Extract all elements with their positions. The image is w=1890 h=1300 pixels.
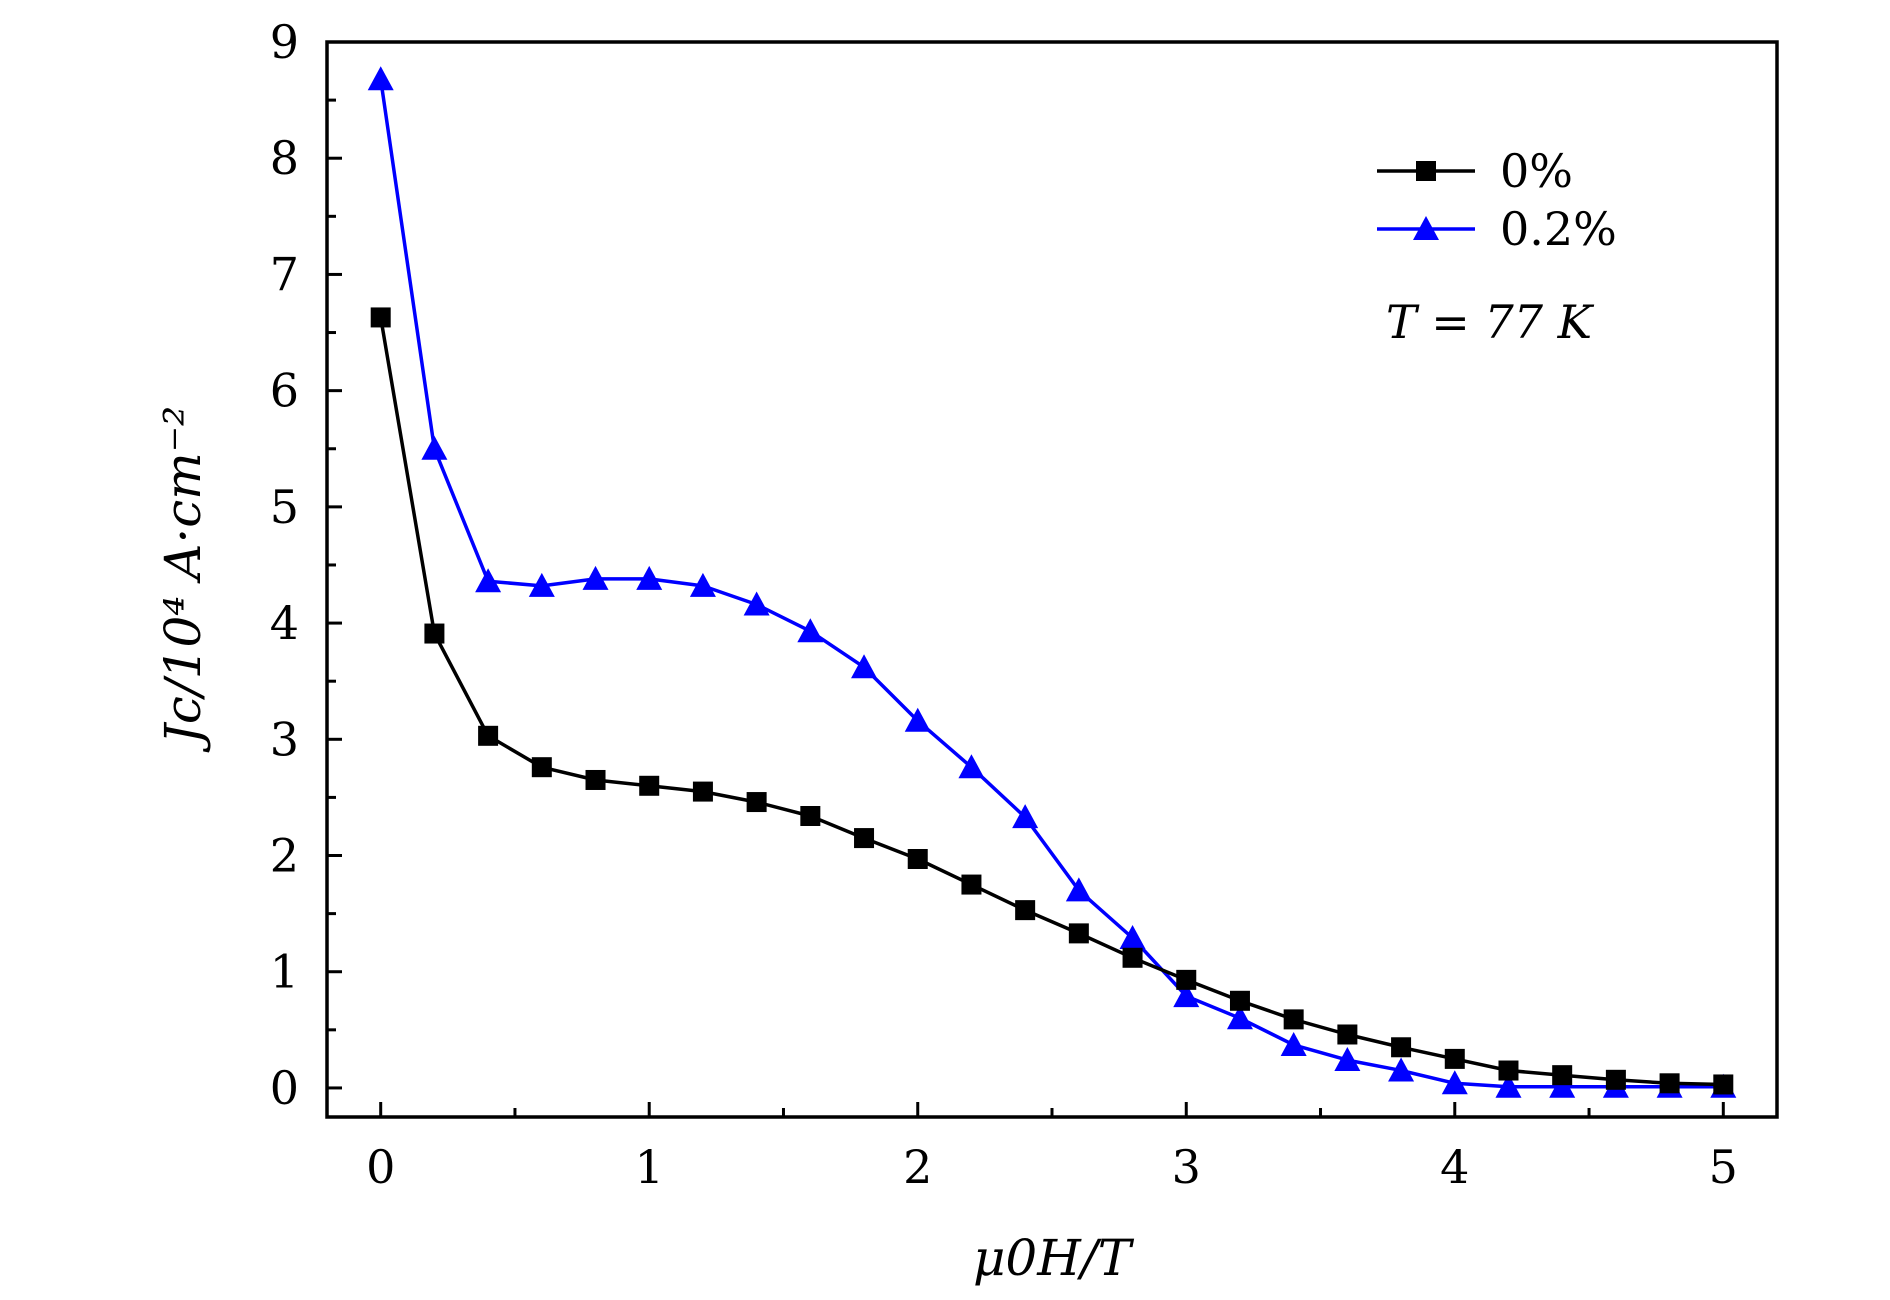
data-point xyxy=(1226,1005,1253,1030)
data-point xyxy=(907,849,928,869)
data-point xyxy=(1605,1069,1626,1090)
data-point xyxy=(421,435,448,460)
y-tick-label: 4 xyxy=(270,596,299,650)
data-point xyxy=(582,565,609,590)
data-point xyxy=(851,654,878,679)
data-point xyxy=(743,591,770,616)
data-point xyxy=(692,781,713,802)
data-point xyxy=(1659,1073,1680,1094)
data-point xyxy=(689,572,716,597)
data-point xyxy=(1713,1074,1734,1095)
data-point xyxy=(1498,1060,1519,1081)
data-point xyxy=(1337,1024,1358,1045)
x-tick-label: 2 xyxy=(903,1140,932,1194)
x-tick-label: 1 xyxy=(635,1140,664,1194)
x-tick-label: 4 xyxy=(1440,1140,1469,1194)
x-tick-label: 0 xyxy=(366,1140,395,1194)
data-point xyxy=(1552,1065,1573,1086)
data-point xyxy=(746,792,767,813)
data-point xyxy=(1068,923,1089,944)
data-point xyxy=(1391,1037,1412,1058)
data-point xyxy=(1015,900,1036,921)
data-point xyxy=(478,725,499,746)
data-point xyxy=(1549,1073,1576,1098)
y-tick-label: 8 xyxy=(270,131,299,185)
data-point xyxy=(585,769,606,790)
data-point xyxy=(1388,1057,1415,1082)
y-tick-label: 9 xyxy=(270,15,299,69)
data-point xyxy=(1444,1048,1465,1069)
legend-label-0: 0% xyxy=(1500,144,1573,198)
data-point xyxy=(1334,1047,1361,1072)
series-line-0 xyxy=(378,317,1724,1087)
y-tick-label: 2 xyxy=(270,829,299,883)
data-point xyxy=(1441,1070,1468,1095)
y-tick-label: 0 xyxy=(270,1061,299,1115)
x-axis-label: μ0H/T xyxy=(973,1229,1135,1287)
data-point xyxy=(854,828,875,849)
data-point xyxy=(1280,1031,1307,1056)
data-point xyxy=(367,66,394,91)
legend-marker-1 xyxy=(1413,216,1439,240)
data-point xyxy=(961,874,982,895)
data-point xyxy=(904,707,931,732)
data-point xyxy=(1173,983,1200,1008)
data-point xyxy=(639,775,660,796)
y-tick-label: 1 xyxy=(270,945,299,999)
axis-ticks: 0 1 2 3 4 5 0 1 2 3 4 5 6 7 8 9 xyxy=(270,15,1738,1194)
series-line-1 xyxy=(378,78,1724,1089)
x-tick-label: 5 xyxy=(1709,1140,1738,1194)
x-tick-label: 3 xyxy=(1172,1140,1201,1194)
y-tick-label: 6 xyxy=(270,364,299,418)
data-point xyxy=(800,806,821,826)
data-point xyxy=(1119,925,1146,950)
legend-marker-0 xyxy=(1416,161,1436,181)
y-tick-label: 7 xyxy=(270,247,299,301)
data-point xyxy=(797,618,824,643)
temperature-annotation: T = 77 K xyxy=(1386,295,1595,349)
data-point xyxy=(531,757,552,778)
series-0 xyxy=(370,307,1734,1095)
series-1 xyxy=(367,66,1737,1098)
data-point xyxy=(1176,969,1197,990)
data-point xyxy=(1065,877,1092,902)
data-point xyxy=(1283,1009,1304,1030)
series-layer xyxy=(367,66,1737,1098)
data-point xyxy=(475,568,502,593)
data-point xyxy=(1229,990,1250,1011)
data-point xyxy=(424,623,445,644)
legend: 0% 0.2% xyxy=(1377,144,1617,256)
data-point xyxy=(370,307,391,328)
data-point xyxy=(1495,1073,1522,1098)
data-point xyxy=(958,754,985,779)
legend-label-1: 0.2% xyxy=(1500,202,1617,256)
y-axis-label: Jc/10⁴ A·cm⁻² xyxy=(154,406,212,753)
y-tick-label: 5 xyxy=(270,480,299,534)
data-point xyxy=(636,565,663,590)
data-point xyxy=(1012,804,1039,829)
data-point xyxy=(1122,947,1143,968)
data-point xyxy=(528,572,555,597)
y-tick-label: 3 xyxy=(270,712,299,766)
